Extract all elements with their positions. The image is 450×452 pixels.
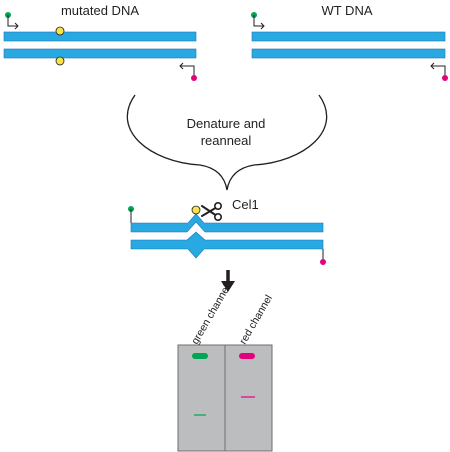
magenta-band-full-length (239, 353, 255, 359)
mutated-dna: mutated DNA (3, 3, 197, 81)
magenta-primer-marker (179, 62, 197, 81)
process-label-line2: reanneal (201, 133, 252, 148)
mutation-marker-bottom (55, 56, 65, 66)
green-primer-marker (5, 12, 19, 30)
red-channel-label: red channel (237, 293, 275, 347)
wt-dna-top-strand (251, 31, 446, 42)
scissors-icon (201, 202, 223, 222)
magenta-primer-marker (320, 249, 326, 265)
green-channel-label: green channel (189, 283, 233, 347)
mutation-marker-top (55, 26, 65, 36)
wt-dna: WT DNA (251, 3, 448, 81)
merge-brace (126, 94, 328, 191)
mismatch-marker (191, 205, 201, 215)
gel-lane-red (224, 344, 273, 452)
wt-dna-label: WT DNA (321, 3, 372, 18)
heteroduplex-top-strand (130, 213, 324, 233)
enzyme-label: Cel1 (232, 197, 259, 212)
heteroduplex-bottom-strand (130, 231, 324, 259)
green-primer-marker (251, 12, 265, 30)
gel: green channel red channel (177, 283, 275, 452)
arrow-down-icon (221, 270, 235, 292)
green-primer-marker (128, 206, 134, 223)
magenta-primer-marker (430, 62, 448, 81)
heteroduplex-dna: Cel1 (128, 197, 326, 265)
green-band-full-length (192, 353, 208, 359)
gel-lane-green (177, 344, 226, 452)
process-label-line1: Denature and (187, 116, 266, 131)
mutated-dna-bottom-strand (3, 48, 197, 59)
wt-dna-bottom-strand (251, 48, 446, 59)
mutated-dna-top-strand (3, 31, 197, 42)
mutated-dna-label: mutated DNA (61, 3, 139, 18)
